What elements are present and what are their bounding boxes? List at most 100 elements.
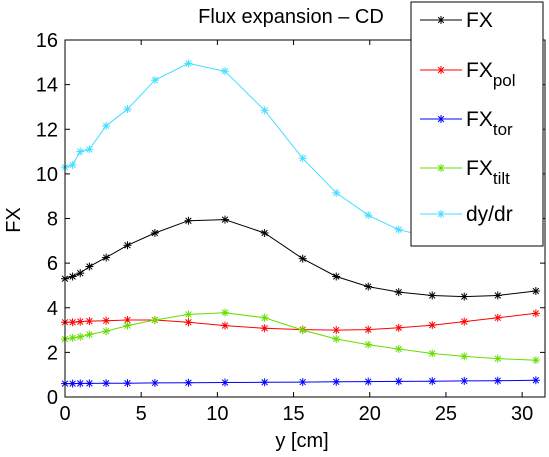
data-point (221, 67, 229, 76)
data-point (76, 269, 85, 278)
data-point (85, 330, 94, 339)
data-point (364, 211, 373, 220)
data-point (221, 215, 229, 224)
data-point (437, 210, 445, 218)
data-point (394, 323, 403, 332)
data-point (85, 262, 94, 271)
data-point (531, 376, 540, 385)
data-point (184, 59, 193, 68)
y-tick-label: 2 (47, 342, 58, 364)
data-point (437, 66, 445, 74)
data-point (493, 291, 502, 300)
data-point (221, 378, 229, 387)
data-point (437, 16, 445, 24)
y-axis-label: FX (3, 207, 25, 233)
data-point (332, 326, 341, 335)
x-tick-label: 30 (511, 403, 533, 425)
data-point (364, 325, 373, 334)
data-point (68, 333, 77, 342)
data-point (260, 313, 269, 322)
legend: FX FXpol FXtor FXtilt dy/dr (410, 1, 544, 247)
data-point (260, 229, 269, 238)
data-point (298, 254, 307, 263)
data-point (123, 379, 132, 388)
data-point (150, 316, 159, 325)
legend-item: FXtilt (420, 157, 510, 188)
y-tick-label: 14 (36, 75, 58, 97)
data-point (68, 318, 77, 327)
data-point (364, 340, 373, 349)
x-axis-label: y [cm] (275, 430, 328, 452)
data-point (102, 327, 111, 336)
data-point (102, 121, 111, 130)
data-point (332, 188, 341, 197)
legend-label: FX (466, 9, 493, 32)
chart-title: Flux expansion – CD (198, 6, 384, 28)
data-point (85, 317, 94, 326)
data-point (428, 377, 437, 386)
legend-item: FXtor (420, 108, 513, 139)
data-point (184, 378, 193, 387)
legend-item: FX (420, 9, 493, 32)
data-point (76, 379, 85, 388)
legend-item: dy/dr (420, 203, 513, 226)
x-tick-label: 15 (282, 403, 304, 425)
data-point (493, 354, 502, 363)
data-point (428, 349, 437, 358)
data-point (85, 145, 94, 154)
data-point (460, 352, 469, 361)
x-tick-label: 10 (206, 403, 228, 425)
y-tick-label: 4 (47, 298, 58, 320)
data-point (123, 321, 132, 330)
x-tick-label: 20 (359, 403, 381, 425)
x-tick-label: 5 (136, 403, 147, 425)
data-point (460, 292, 469, 301)
data-point (150, 229, 159, 238)
data-point (76, 147, 85, 156)
legend-label: FXpol (466, 59, 516, 90)
data-point (531, 309, 540, 318)
data-point (184, 216, 193, 225)
data-point (260, 324, 269, 333)
data-point (184, 310, 193, 319)
data-point (394, 225, 403, 234)
data-point (298, 154, 307, 163)
data-point (332, 272, 341, 281)
y-tick-label: 16 (36, 30, 58, 52)
data-point (68, 379, 77, 388)
data-point (428, 321, 437, 330)
data-point (76, 332, 85, 341)
data-point (260, 106, 269, 115)
data-point (68, 160, 77, 169)
data-point (298, 378, 307, 387)
legend-label: FXtor (466, 108, 513, 139)
data-point (460, 376, 469, 385)
y-tick-label: 12 (36, 119, 58, 141)
data-point (493, 313, 502, 322)
axes-box (64, 39, 546, 398)
data-point (221, 321, 229, 330)
data-point (364, 282, 373, 291)
data-point (150, 76, 159, 85)
legend-box (410, 1, 544, 247)
data-point (437, 164, 445, 172)
data-point (394, 377, 403, 386)
x-tick-label: 25 (435, 403, 457, 425)
y-tick-label: 8 (47, 209, 58, 231)
data-point (531, 356, 540, 365)
data-point (68, 272, 77, 281)
data-point (364, 377, 373, 386)
x-tick-label: 0 (59, 403, 70, 425)
data-point (102, 316, 111, 325)
data-point (298, 326, 307, 335)
data-point (184, 318, 193, 327)
series-3 (61, 308, 540, 365)
data-point (102, 253, 111, 262)
series-0 (61, 215, 540, 301)
data-point (428, 291, 437, 300)
data-point (221, 308, 229, 317)
legend-label: dy/dr (466, 203, 513, 226)
data-point (76, 317, 85, 326)
data-point (260, 378, 269, 387)
